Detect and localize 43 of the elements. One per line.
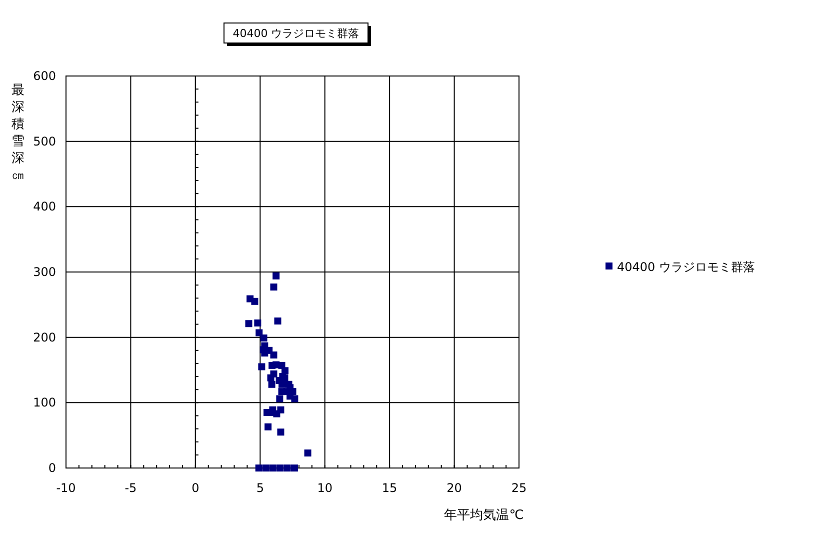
- point: [276, 395, 284, 402]
- point: [304, 449, 312, 456]
- point: [272, 272, 280, 280]
- x-tick-label: 20: [446, 481, 462, 495]
- chart-title: 40400 ウラジロモミ群落: [232, 27, 360, 40]
- x-tick-label: 0: [192, 481, 200, 495]
- point: [256, 329, 263, 336]
- point: [281, 367, 288, 374]
- point: [284, 464, 291, 472]
- point: [254, 319, 262, 326]
- x-tick-label: -10: [56, 481, 76, 495]
- point: [291, 395, 298, 402]
- point: [274, 318, 282, 324]
- point: [255, 464, 262, 472]
- point: [276, 464, 284, 472]
- y-tick-label: 0: [48, 461, 56, 475]
- point: [290, 464, 298, 472]
- y-tick-label: 300: [33, 265, 56, 279]
- x-tick-label: 25: [511, 481, 527, 495]
- point: [270, 284, 278, 291]
- x-axis-title: 年平均気温℃: [444, 508, 524, 523]
- point: [258, 363, 266, 370]
- x-tick-label: 15: [382, 481, 398, 495]
- y-axis-title: 最深積雪深㎝: [12, 83, 24, 183]
- x-tick-label: 10: [317, 481, 332, 495]
- y-tick-label: 200: [33, 330, 56, 344]
- point: [270, 464, 277, 472]
- y-tick-label: 100: [33, 396, 56, 410]
- y-tick-label: 500: [33, 134, 56, 148]
- y-tick-label: 400: [33, 200, 56, 214]
- y-tick-label: 600: [33, 69, 56, 83]
- point: [262, 464, 270, 472]
- legend: 40400 ウラジロモミ群落: [606, 260, 755, 274]
- point: [267, 374, 274, 382]
- point: [260, 334, 268, 342]
- point: [268, 380, 276, 388]
- x-tick-label: -5: [124, 481, 137, 495]
- point: [264, 423, 272, 430]
- point: [277, 428, 284, 436]
- x-tick-label: 5: [256, 481, 264, 495]
- point: [251, 298, 258, 305]
- point: [245, 320, 252, 328]
- point: [270, 351, 278, 358]
